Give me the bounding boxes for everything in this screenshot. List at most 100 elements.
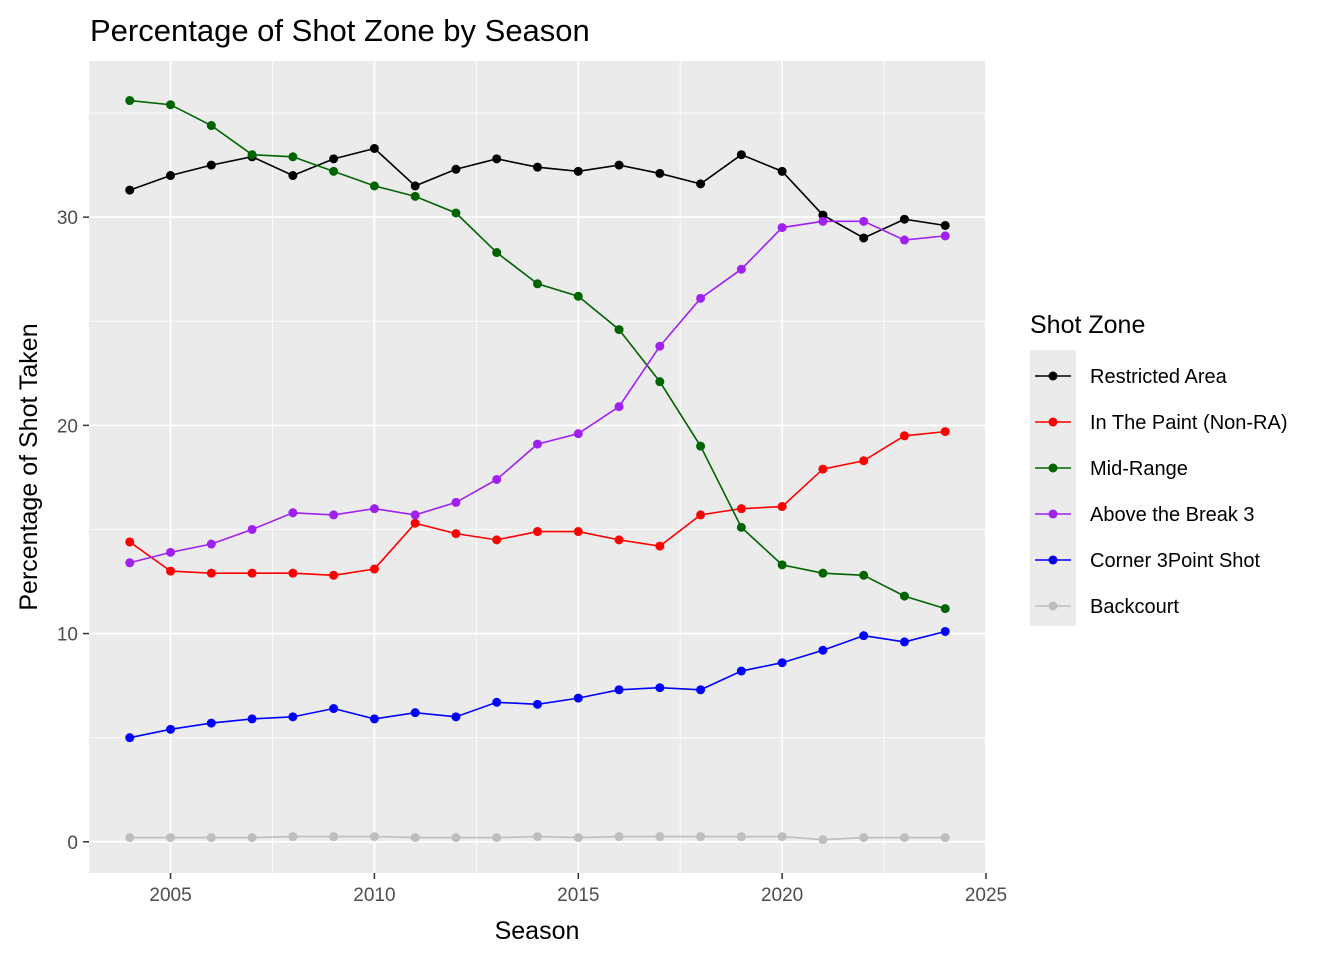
data-point-corner-3point-shot bbox=[777, 658, 787, 668]
data-point-above-the-break-3 bbox=[492, 474, 502, 484]
data-point-mid-range bbox=[940, 604, 950, 614]
data-point-restricted-area bbox=[899, 214, 909, 224]
data-point-in-the-paint-non-ra bbox=[166, 566, 176, 576]
data-point-backcourt bbox=[614, 832, 624, 842]
data-point-restricted-area bbox=[369, 143, 379, 153]
data-point-backcourt bbox=[288, 832, 298, 842]
data-point-in-the-paint-non-ra bbox=[818, 464, 828, 474]
data-point-above-the-break-3 bbox=[899, 235, 909, 245]
legend-key-point bbox=[1048, 509, 1058, 519]
legend-label: In The Paint (Non-RA) bbox=[1090, 412, 1288, 434]
data-point-mid-range bbox=[166, 100, 176, 110]
x-tick-label: 2020 bbox=[761, 885, 803, 906]
data-point-mid-range bbox=[533, 279, 542, 289]
data-point-above-the-break-3 bbox=[655, 341, 665, 351]
y-tick-label: 0 bbox=[67, 833, 78, 854]
data-point-mid-range bbox=[899, 591, 909, 601]
series-points bbox=[125, 96, 950, 845]
data-point-restricted-area bbox=[818, 210, 828, 220]
data-point-in-the-paint-non-ra bbox=[573, 527, 583, 537]
data-point-mid-range bbox=[614, 325, 624, 335]
data-point-in-the-paint-non-ra bbox=[410, 518, 420, 528]
x-axis: 2005 2010 2015 2020 2025 bbox=[149, 873, 1007, 906]
data-point-backcourt bbox=[533, 832, 542, 842]
legend-key-point bbox=[1048, 463, 1058, 473]
data-point-mid-range bbox=[573, 291, 583, 301]
data-point-backcourt bbox=[655, 832, 665, 842]
data-point-corner-3point-shot bbox=[451, 712, 461, 722]
data-point-in-the-paint-non-ra bbox=[329, 570, 339, 580]
data-point-mid-range bbox=[492, 248, 502, 258]
data-point-restricted-area bbox=[329, 154, 339, 164]
data-point-in-the-paint-non-ra bbox=[940, 427, 950, 437]
data-point-mid-range bbox=[206, 121, 216, 131]
data-point-above-the-break-3 bbox=[451, 497, 461, 507]
data-point-above-the-break-3 bbox=[329, 510, 339, 520]
data-point-above-the-break-3 bbox=[369, 504, 379, 514]
data-point-in-the-paint-non-ra bbox=[369, 564, 379, 574]
data-point-corner-3point-shot bbox=[166, 724, 176, 734]
data-point-above-the-break-3 bbox=[777, 223, 787, 233]
y-axis: 0 10 20 30 bbox=[57, 208, 89, 854]
data-point-restricted-area bbox=[696, 179, 706, 189]
data-point-in-the-paint-non-ra bbox=[533, 527, 542, 537]
data-point-mid-range bbox=[329, 166, 339, 176]
data-point-above-the-break-3 bbox=[533, 439, 542, 449]
legend-item-restricted-area: Restricted Area bbox=[1035, 366, 1228, 388]
x-tick-label: 2025 bbox=[965, 885, 1007, 906]
data-point-above-the-break-3 bbox=[736, 264, 746, 274]
data-point-corner-3point-shot bbox=[533, 699, 542, 709]
data-point-mid-range bbox=[369, 181, 379, 191]
legend-label: Backcourt bbox=[1090, 596, 1179, 618]
legend-key-background bbox=[1030, 350, 1076, 626]
data-point-corner-3point-shot bbox=[125, 733, 135, 743]
data-point-corner-3point-shot bbox=[492, 697, 502, 707]
data-point-backcourt bbox=[329, 832, 339, 842]
data-point-in-the-paint-non-ra bbox=[899, 431, 909, 441]
data-point-backcourt bbox=[451, 833, 461, 843]
plot-panel bbox=[89, 61, 986, 873]
data-point-mid-range bbox=[859, 570, 869, 580]
data-point-restricted-area bbox=[736, 150, 746, 160]
data-point-mid-range bbox=[777, 560, 787, 570]
data-point-above-the-break-3 bbox=[573, 429, 583, 439]
legend-item-corner-3point-shot: Corner 3Point Shot bbox=[1035, 550, 1261, 572]
data-point-above-the-break-3 bbox=[166, 547, 176, 557]
data-point-mid-range bbox=[736, 522, 746, 532]
legend-item-in-the-paint-non-ra: In The Paint (Non-RA) bbox=[1035, 412, 1288, 434]
x-tick-label: 2015 bbox=[557, 885, 599, 906]
data-point-in-the-paint-non-ra bbox=[288, 568, 298, 578]
data-point-restricted-area bbox=[410, 181, 420, 191]
data-point-restricted-area bbox=[125, 185, 135, 195]
data-point-corner-3point-shot bbox=[329, 704, 339, 714]
x-tick-label: 2005 bbox=[149, 885, 191, 906]
data-point-corner-3point-shot bbox=[288, 712, 298, 722]
legend-label: Corner 3Point Shot bbox=[1090, 550, 1261, 572]
data-point-restricted-area bbox=[655, 168, 665, 178]
data-point-restricted-area bbox=[166, 171, 176, 181]
data-point-restricted-area bbox=[573, 166, 583, 176]
data-point-backcourt bbox=[899, 833, 909, 843]
legend-label: Mid-Range bbox=[1090, 458, 1188, 480]
data-point-mid-range bbox=[288, 152, 298, 162]
data-point-in-the-paint-non-ra bbox=[614, 535, 624, 545]
data-point-in-the-paint-non-ra bbox=[206, 568, 216, 578]
data-point-in-the-paint-non-ra bbox=[247, 568, 257, 578]
legend-key-point bbox=[1048, 417, 1058, 427]
data-point-mid-range bbox=[451, 208, 461, 218]
data-point-mid-range bbox=[410, 191, 420, 201]
legend-label: Restricted Area bbox=[1090, 366, 1228, 388]
chart-title: Percentage of Shot Zone by Season bbox=[90, 13, 590, 48]
data-point-above-the-break-3 bbox=[859, 216, 869, 226]
data-point-backcourt bbox=[369, 832, 379, 842]
data-point-backcourt bbox=[247, 833, 257, 843]
data-point-backcourt bbox=[736, 832, 746, 842]
legend-key-point bbox=[1048, 371, 1058, 381]
data-point-backcourt bbox=[492, 833, 502, 843]
data-point-backcourt bbox=[859, 833, 869, 843]
data-point-in-the-paint-non-ra bbox=[492, 535, 502, 545]
data-point-restricted-area bbox=[533, 162, 542, 172]
y-tick-label: 30 bbox=[57, 208, 78, 229]
data-point-in-the-paint-non-ra bbox=[451, 529, 461, 539]
data-point-corner-3point-shot bbox=[206, 718, 216, 728]
